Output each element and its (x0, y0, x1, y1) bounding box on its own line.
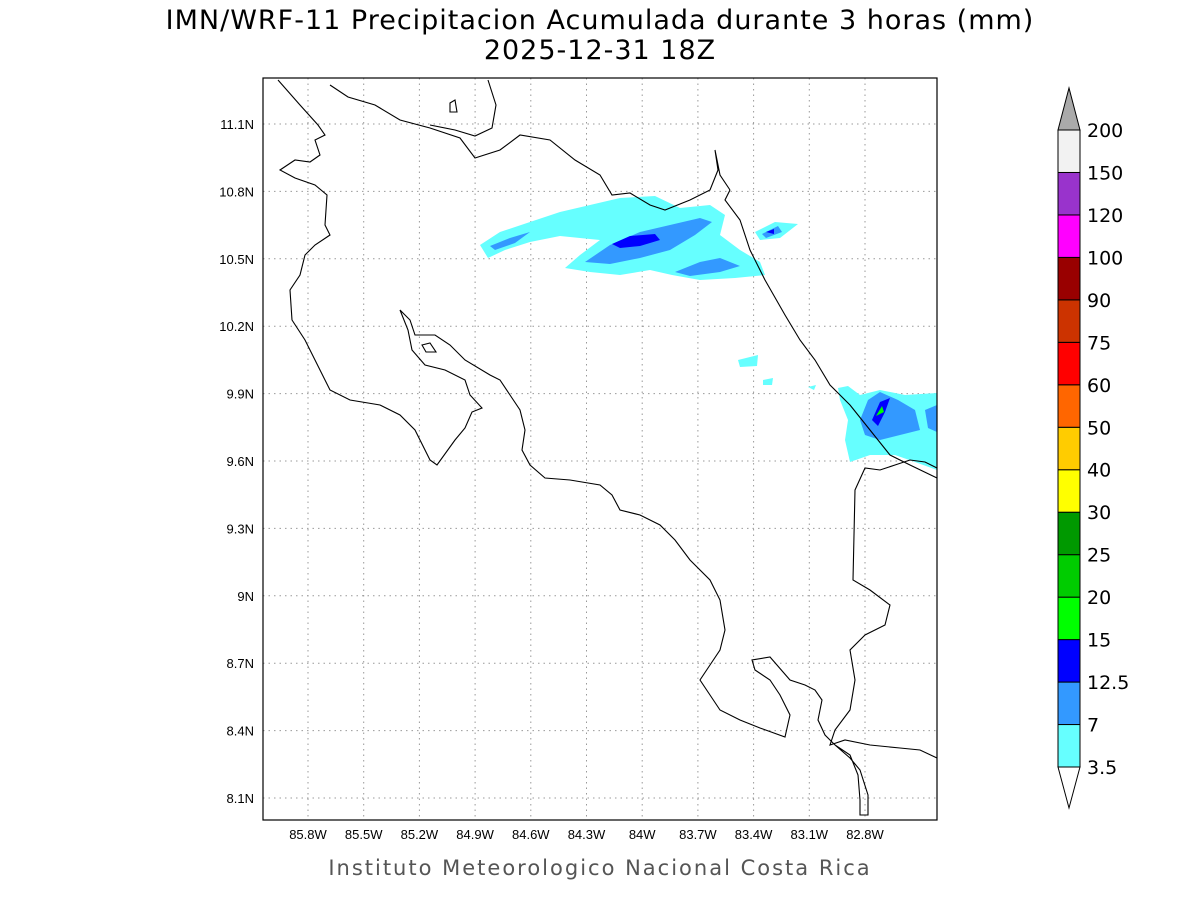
lat-tick-label: 9.6N (227, 454, 254, 469)
colorbar-label: 120 (1087, 205, 1123, 227)
lon-tick-label: 84.3W (568, 827, 606, 842)
lat-tick-label: 11.1N (220, 117, 254, 132)
coastline (277, 79, 938, 816)
lat-tick-label: 8.4N (227, 724, 254, 739)
colorbar-label: 200 (1087, 120, 1123, 142)
lat-tick-label: 10.2N (219, 319, 254, 334)
colorbar-box (1057, 299, 1081, 343)
colorbar-label: 30 (1087, 502, 1111, 524)
lat-tick-label: 10.8N (219, 184, 254, 199)
colorbar-box (1057, 724, 1081, 768)
colorbar-box (1057, 129, 1081, 173)
colorbar-box (1057, 511, 1081, 556)
colorbar-box (1057, 596, 1081, 641)
colorbar-label: 50 (1087, 417, 1111, 439)
colorbar-box (1057, 426, 1081, 471)
colorbar-over-triangle (1057, 86, 1081, 131)
lon-tick-label: 85.8W (289, 827, 327, 842)
colorbar-label: 15 (1087, 630, 1111, 652)
lat-tick-label: 8.1N (227, 791, 254, 806)
map-frame (262, 77, 938, 821)
lon-tick-label: 84.6W (512, 827, 550, 842)
colorbar-label: 12.5 (1087, 672, 1129, 694)
colorbar-label: 40 (1087, 460, 1111, 482)
credit-text: Instituto Meteorologico Nacional Costa R… (328, 856, 872, 880)
colorbar-label: 100 (1087, 247, 1123, 269)
colorbar-box (1057, 341, 1081, 386)
map-title: IMN/WRF-11 Precipitacion Acumulada duran… (165, 5, 1035, 36)
lon-tick-label: 85.2W (401, 827, 439, 842)
colorbar-label: 75 (1087, 332, 1111, 354)
map-subtitle: 2025-12-31 18Z (483, 35, 717, 66)
lon-tick-label: 83.7W (679, 827, 717, 842)
lon-tick-label: 84.9W (456, 827, 494, 842)
colorbar-box (1057, 256, 1081, 301)
precip-3.5 (480, 196, 765, 280)
colorbar-box (1057, 681, 1081, 726)
colorbar-box (1057, 171, 1081, 216)
lat-tick-label: 8.7N (227, 656, 254, 671)
colorbar-label: 3.5 (1087, 757, 1117, 779)
colorbar-label: 60 (1087, 375, 1111, 397)
precip-3.5 (738, 355, 816, 390)
lat-tick-labels: 11.1N 10.8N 10.5N 10.2N 9.9N 9.6N 9.3N 9N 8.7N 8.… (219, 117, 254, 806)
lon-tick-label: 84W (629, 827, 656, 842)
lon-tick-label: 83.4W (735, 827, 773, 842)
colorbar-box (1057, 639, 1081, 683)
lon-tick-label: 83.1W (791, 827, 829, 842)
colorbar-label: 20 (1087, 587, 1111, 609)
lat-tick-label: 9N (237, 589, 254, 604)
colorbar-label: 7 (1087, 715, 1099, 737)
colorbar-label: 150 (1087, 162, 1123, 184)
colorbar-box (1057, 214, 1081, 258)
lon-tick-label: 82.8W (846, 827, 884, 842)
lat-tick-label: 9.9N (227, 387, 254, 402)
lon-tick-labels: 85.8W 85.5W 85.2W 84.9W 84.6W 84.3W 84W 83.7W 83… (289, 827, 884, 842)
colorbar-box (1057, 469, 1081, 513)
lat-tick-label: 9.3N (227, 521, 254, 536)
colorbar-under-triangle (1057, 766, 1081, 810)
precip-areas (480, 196, 937, 470)
precip-15 (876, 406, 884, 416)
colorbar-box (1057, 554, 1081, 598)
lat-tick-label: 10.5N (219, 252, 254, 267)
precip-7 (490, 232, 740, 276)
colorbar-label: 90 (1087, 290, 1111, 312)
colorbar-label: 25 (1087, 545, 1111, 567)
colorbar-box (1057, 384, 1081, 428)
lon-tick-label: 85.5W (345, 827, 383, 842)
grid-lines (263, 78, 937, 820)
colorbar: 3.5 7 12.5 15 20 25 30 40 50 60 75 90 100 120 150 200 (1057, 86, 1129, 810)
